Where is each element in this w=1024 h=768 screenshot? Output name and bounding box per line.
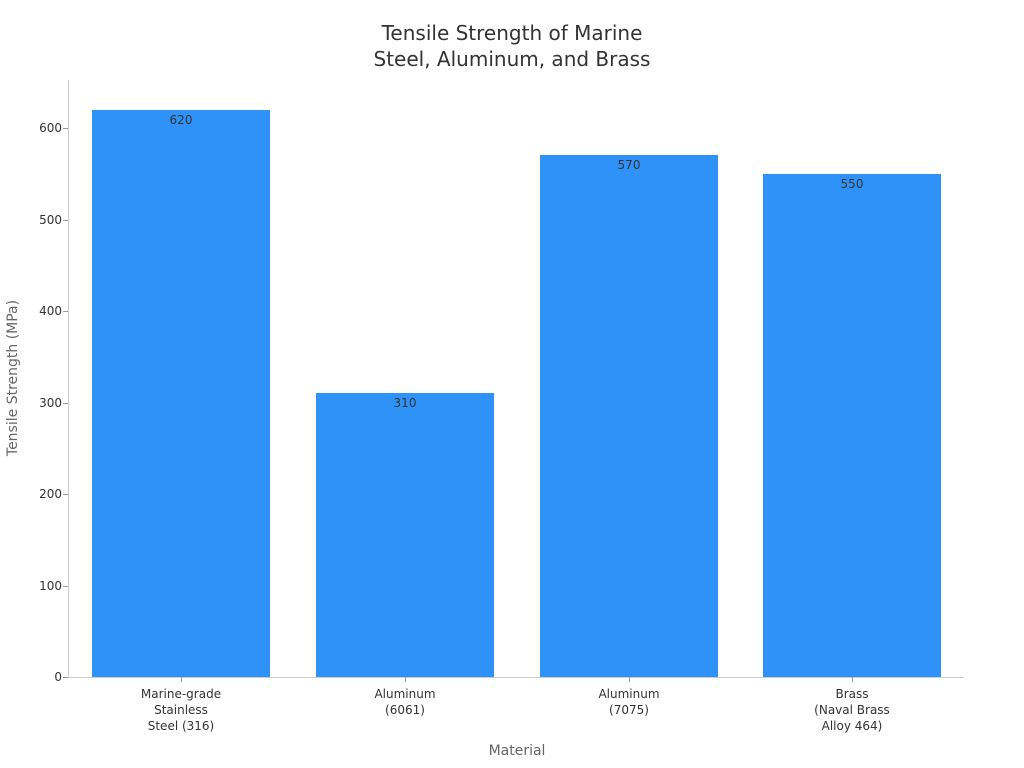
x-tick-mark: [629, 677, 630, 682]
y-axis-line: [68, 80, 69, 677]
x-tick-label: Brass (Naval Brass Alloy 464): [814, 687, 890, 733]
chart-title-line-2: Steel, Aluminum, and Brass: [373, 47, 651, 71]
y-tick-mark: [63, 128, 68, 129]
bar-value-label: 310: [393, 396, 417, 411]
y-tick-label: 100: [39, 578, 62, 593]
bar-value-label: 570: [617, 158, 641, 173]
bar: [763, 173, 941, 677]
y-tick-label: 600: [39, 121, 62, 135]
y-tick-label: 500: [39, 212, 62, 227]
y-tick-mark: [63, 219, 68, 221]
bar-value-label: 550: [840, 176, 864, 191]
x-axis-label: Material: [488, 743, 546, 759]
x-tick-mark: [405, 677, 406, 682]
x-tick-label: Marine-grade Stainless Steel (316): [140, 687, 222, 733]
x-tick-label: Aluminum (7075): [598, 687, 660, 717]
bar: [540, 155, 718, 677]
y-tick-mark: [63, 311, 68, 312]
x-tick-mark: [852, 677, 853, 682]
y-axis-label: Tensile Strength (MPa): [5, 299, 21, 457]
y-tick-label: 400: [39, 304, 62, 318]
y-tick-mark: [63, 494, 68, 495]
bar-value-label: 620: [169, 112, 193, 127]
x-tick-label: Aluminum (6061): [374, 687, 436, 717]
chart-title-line-1: Tensile Strength of Marine: [381, 21, 643, 45]
bar: [316, 393, 494, 677]
x-tick-mark: [181, 677, 182, 682]
bar: [92, 109, 270, 677]
y-tick-label: 200: [39, 487, 62, 501]
y-tick-label: 300: [39, 395, 62, 410]
y-tick-mark: [63, 402, 68, 404]
y-tick-label: 0: [54, 670, 62, 684]
y-tick-mark: [63, 677, 68, 678]
y-tick-mark: [63, 585, 68, 587]
x-axis-line: [68, 677, 964, 678]
